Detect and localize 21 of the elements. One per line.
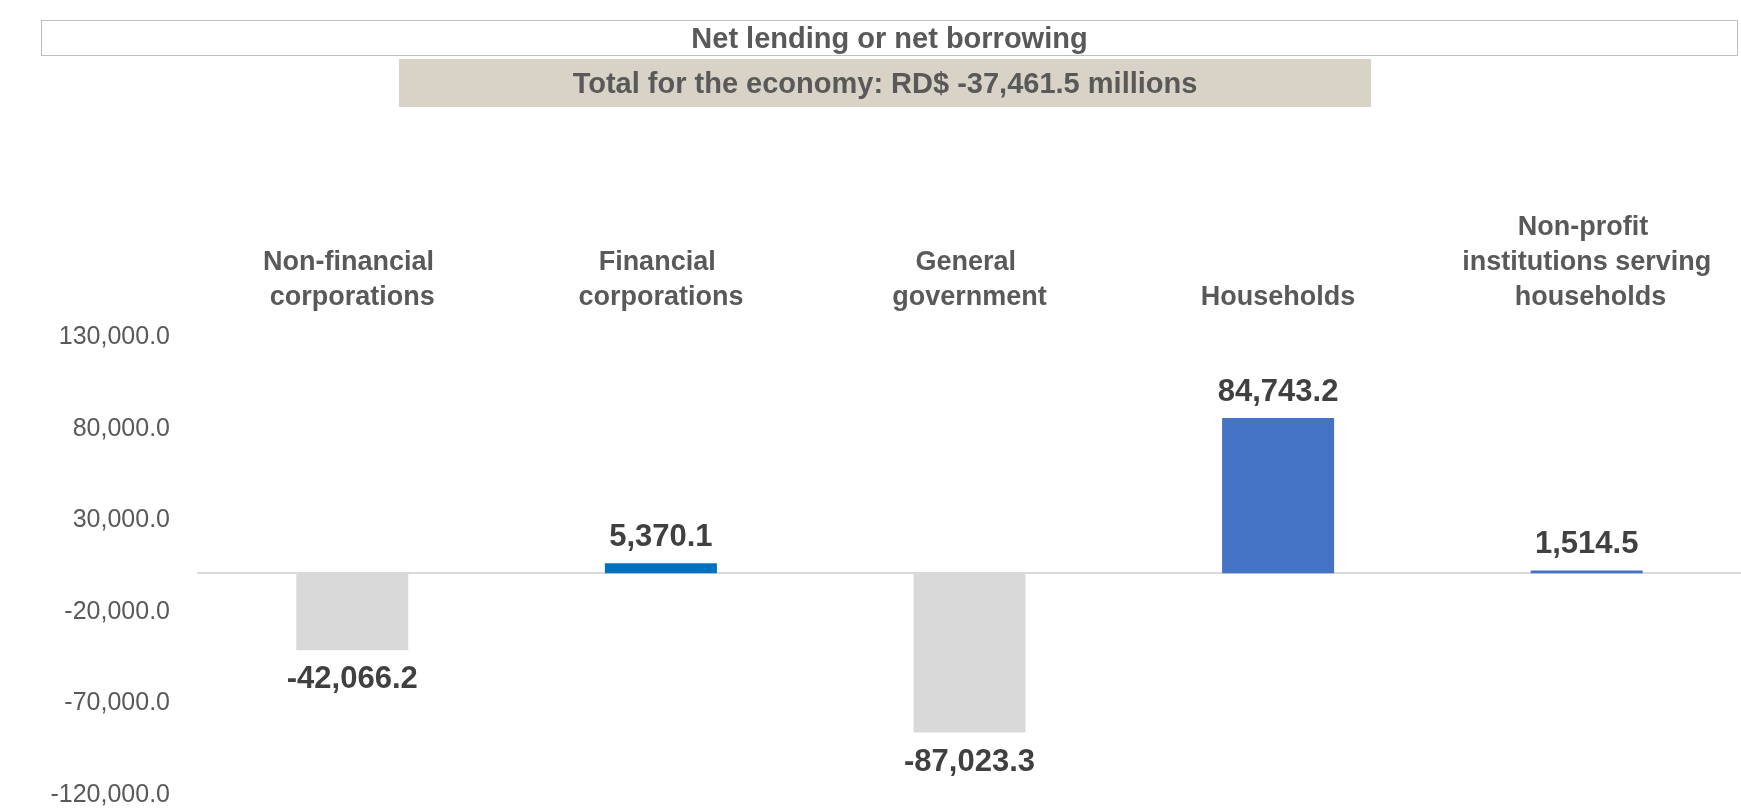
- data-label: -42,066.2: [286, 660, 418, 696]
- data-label: 5,370.1: [609, 518, 713, 554]
- y-tick-label: -20,000.0: [64, 595, 170, 624]
- bar: [1530, 570, 1643, 574]
- y-tick-label: 30,000.0: [72, 504, 170, 533]
- y-tick-label: 80,000.0: [72, 412, 170, 441]
- bar: [1222, 417, 1335, 574]
- bar: [604, 563, 717, 574]
- y-tick-label: -70,000.0: [64, 687, 170, 716]
- x-tick-label: Non-profit institutions serving households: [1462, 210, 1712, 311]
- chart-title: Net lending or net borrowing: [41, 20, 1738, 56]
- y-tick-label: -120,000.0: [50, 779, 170, 807]
- data-label: 84,743.2: [1217, 372, 1339, 408]
- data-label: -87,023.3: [904, 742, 1035, 778]
- x-tick-label: Non-financial corporations: [263, 245, 442, 311]
- x-tick-label: General government: [892, 245, 1047, 311]
- x-tick-label: Households: [1200, 280, 1356, 311]
- y-tick-label: 130,000.0: [58, 321, 170, 349]
- x-tick-label: Financial corporations: [578, 245, 744, 311]
- chart-subtitle: Total for the economy: RD$ -37,461.5 millions: [399, 59, 1371, 107]
- data-label: 1,514.5: [1534, 525, 1639, 561]
